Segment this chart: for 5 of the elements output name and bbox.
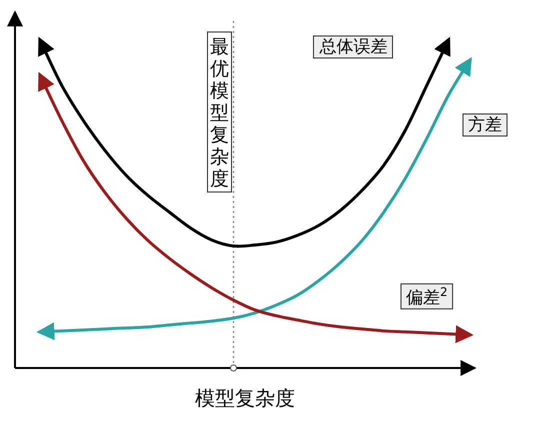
x-axis-title: 模型复杂度 bbox=[195, 386, 295, 410]
annotation: 最优模型复杂度 bbox=[210, 36, 229, 190]
series-label: 偏差$^{2}$ bbox=[406, 284, 448, 308]
text: 总体误差 bbox=[318, 37, 388, 57]
series-label: 方差 bbox=[468, 115, 502, 136]
